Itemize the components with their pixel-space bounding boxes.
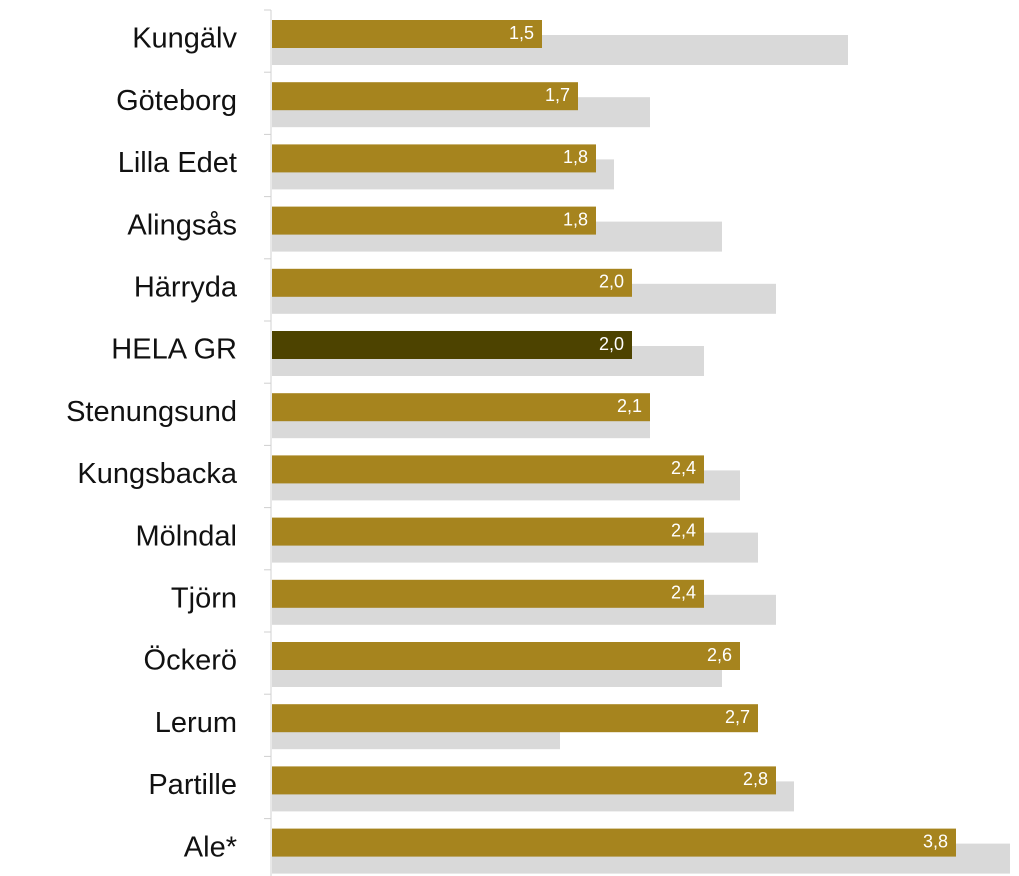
value-label: 2,1 (617, 396, 642, 416)
category-label: HELA GR (111, 334, 237, 366)
category-label: Lilla Edet (118, 147, 237, 179)
bar (272, 766, 776, 795)
category-label: Tjörn (171, 582, 237, 614)
category-label: Göteborg (116, 85, 237, 117)
bar (272, 704, 758, 733)
bar (272, 579, 704, 608)
bar (272, 517, 704, 546)
bar (272, 828, 956, 857)
bar (272, 20, 542, 48)
bar (272, 642, 740, 670)
value-label: 2,4 (671, 458, 696, 478)
category-label: Mölndal (135, 520, 237, 552)
category-label: Lerum (155, 707, 237, 739)
value-label: 2,7 (725, 707, 750, 727)
category-label: Öckerö (144, 645, 237, 677)
value-label: 2,4 (671, 520, 696, 540)
value-label: 3,8 (923, 831, 948, 851)
value-label: 2,0 (599, 334, 624, 354)
bar (272, 455, 704, 484)
value-label: 2,8 (743, 769, 768, 789)
value-label: 2,0 (599, 272, 624, 292)
category-label: Ale* (184, 831, 237, 863)
value-label: 2,4 (671, 583, 696, 603)
category-label: Härryda (134, 271, 238, 303)
category-label: Alingsås (127, 209, 237, 241)
value-label: 1,5 (509, 23, 534, 43)
value-label: 1,8 (563, 147, 588, 167)
value-label: 2,6 (707, 645, 732, 665)
bar (272, 82, 578, 111)
bar (272, 268, 632, 297)
bar (272, 206, 596, 235)
value-label: 1,8 (563, 209, 588, 229)
value-label: 1,7 (545, 85, 570, 105)
bar (272, 144, 596, 173)
category-label: Kungsbacka (77, 458, 237, 490)
category-label: Partille (148, 769, 237, 801)
bar (272, 331, 632, 359)
bar (272, 393, 650, 422)
category-label: Kungälv (132, 23, 237, 55)
category-label: Stenungsund (66, 396, 237, 428)
